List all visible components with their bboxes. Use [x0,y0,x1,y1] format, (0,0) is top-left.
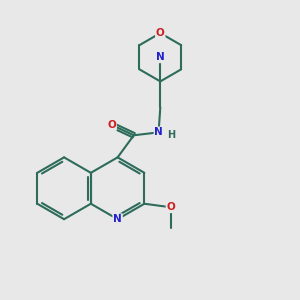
Text: O: O [167,202,175,212]
Text: N: N [113,214,122,224]
Text: N: N [154,127,163,137]
Text: H: H [167,130,175,140]
Text: O: O [107,120,116,130]
Text: N: N [156,52,165,62]
Text: N: N [156,52,165,62]
Text: O: O [156,28,165,38]
